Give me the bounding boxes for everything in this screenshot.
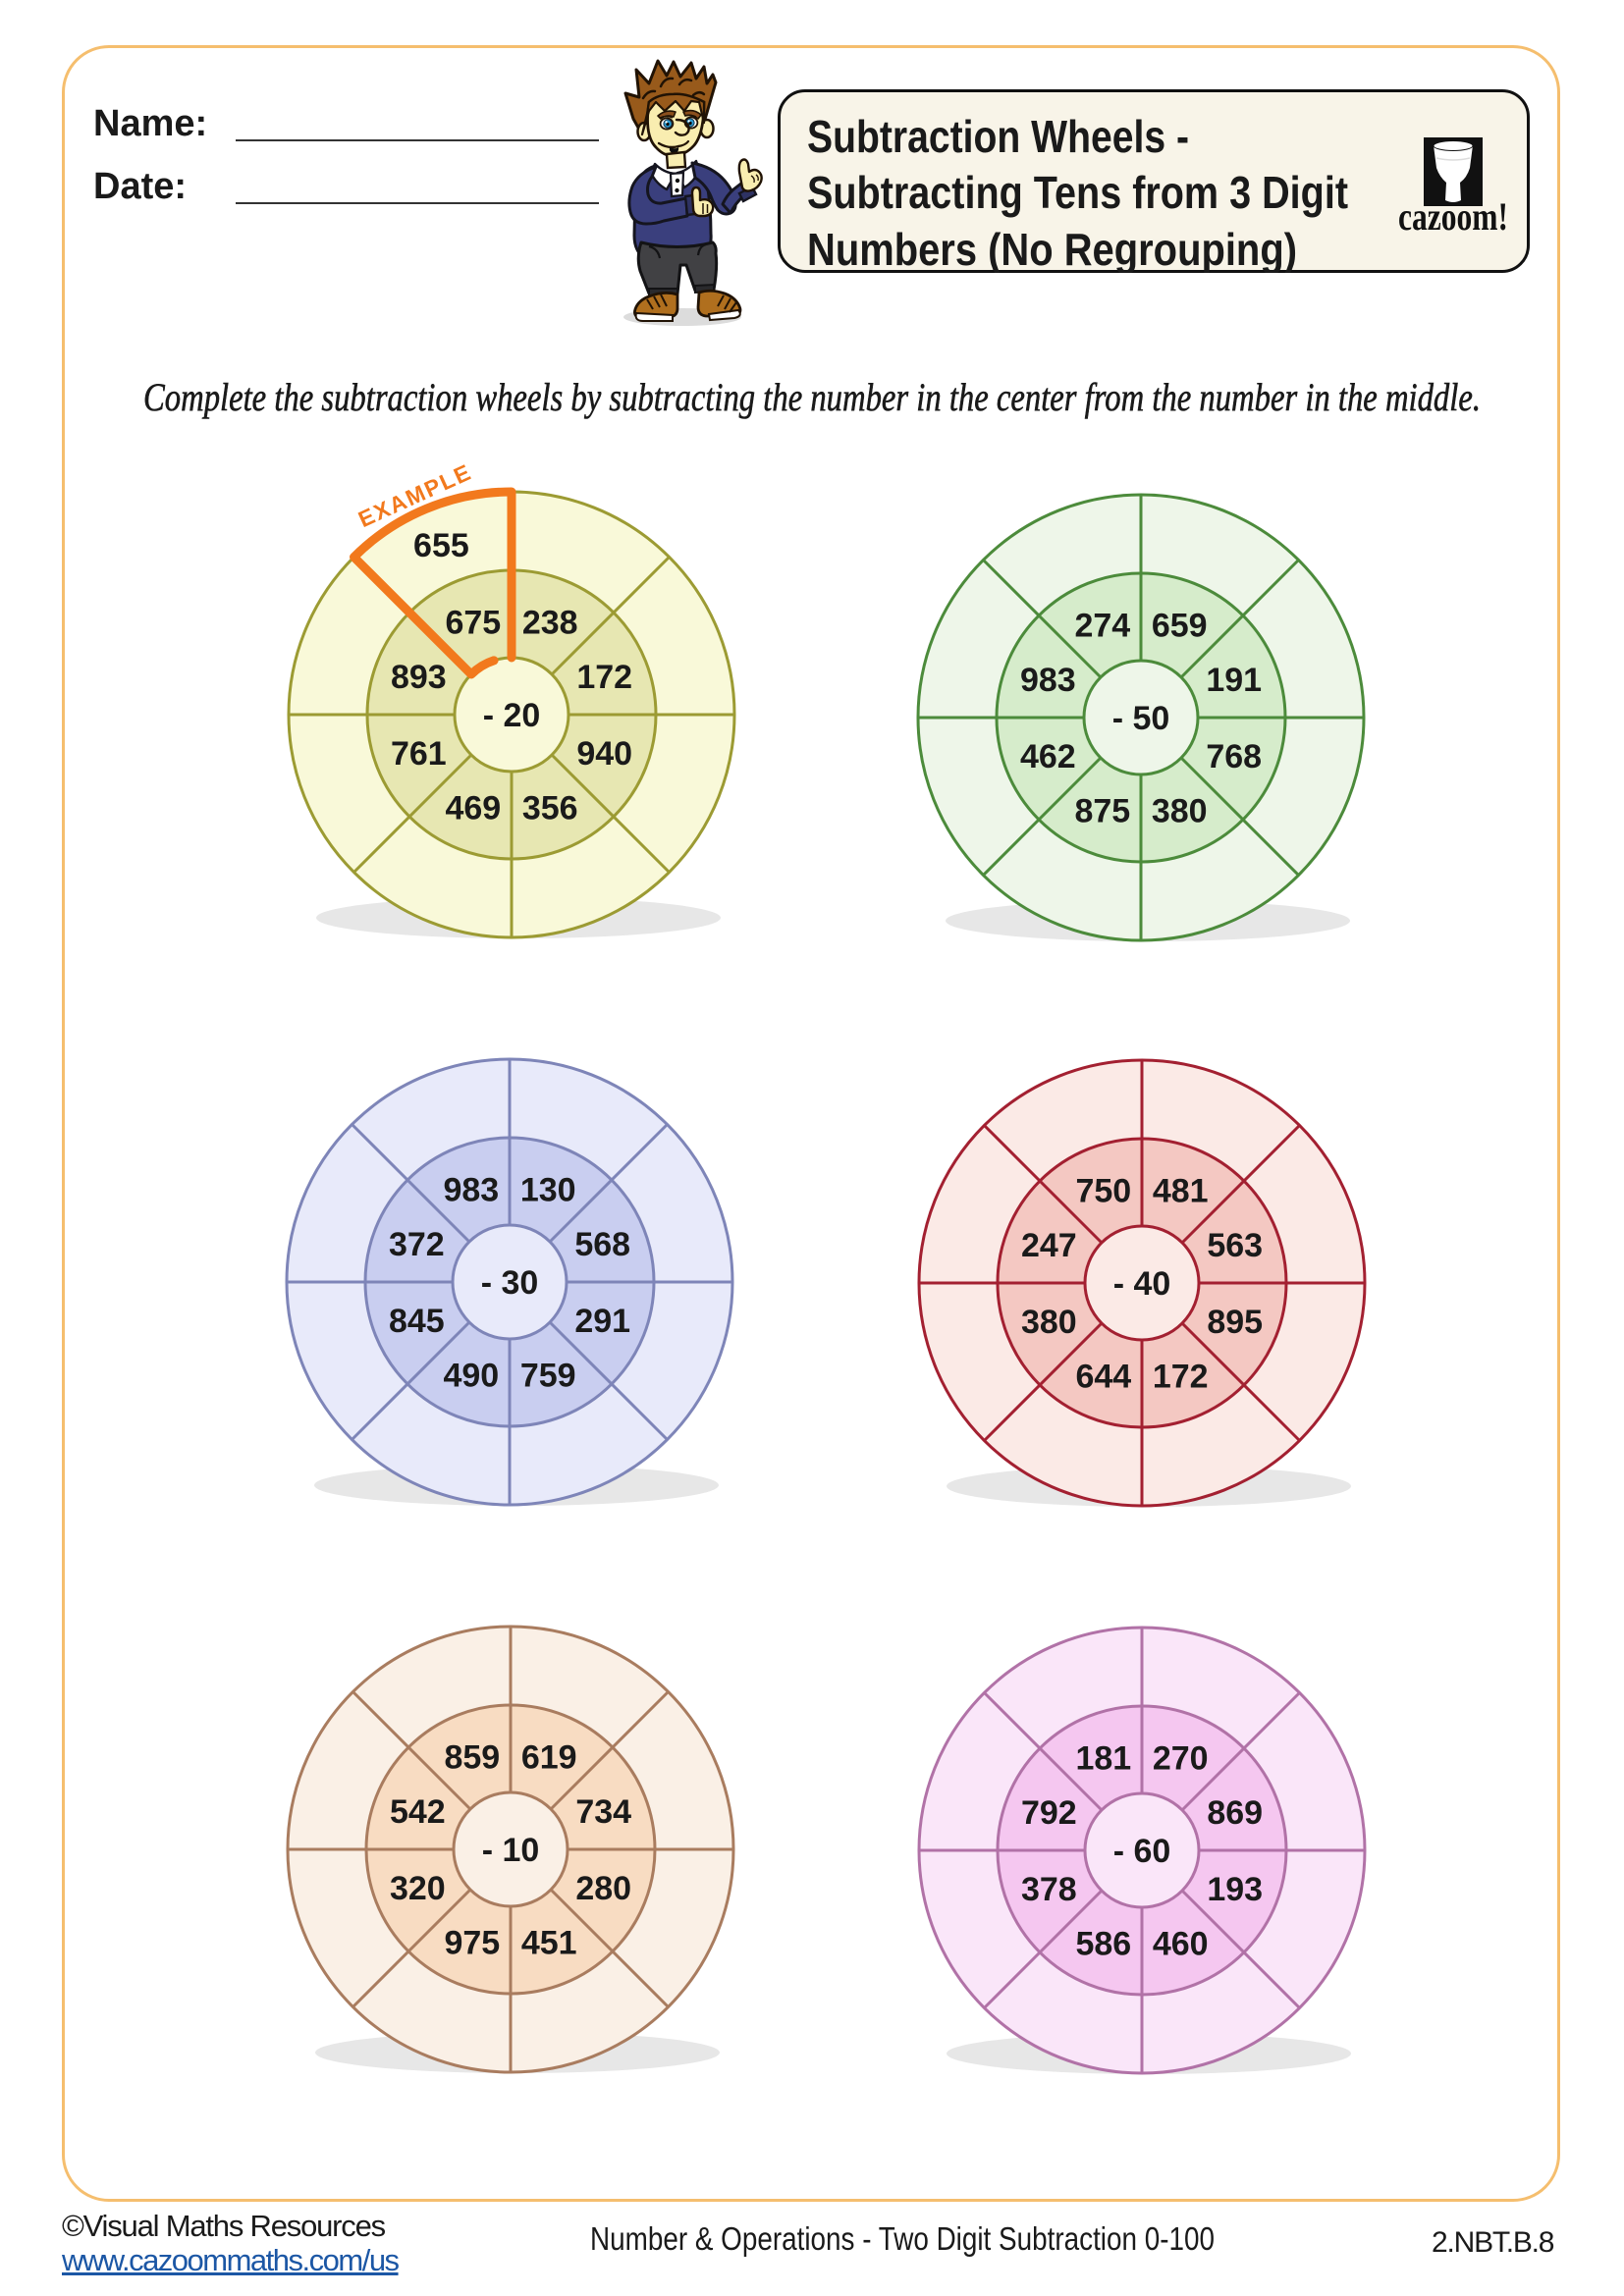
svg-text:320: 320 [390,1870,446,1907]
svg-text:792: 792 [1021,1794,1077,1832]
svg-text:Numbers (No Regrouping): Numbers (No Regrouping) [807,224,1297,273]
svg-text:130: 130 [520,1171,576,1208]
svg-text:563: 563 [1207,1227,1263,1264]
svg-text:675: 675 [445,604,501,641]
svg-text:380: 380 [1152,793,1208,830]
svg-text:975: 975 [444,1925,500,1962]
svg-text:Subtraction Wheels -: Subtraction Wheels - [807,111,1189,162]
svg-text:Complete the subtraction wheel: Complete the subtraction wheels by subtr… [143,375,1481,419]
svg-text:- 50: - 50 [1112,700,1170,737]
svg-text:- 60: - 60 [1113,1833,1171,1870]
svg-text:659: 659 [1152,607,1208,644]
svg-text:- 30: - 30 [481,1264,539,1302]
svg-text:655: 655 [413,527,469,564]
svg-text:460: 460 [1153,1926,1209,1963]
svg-text:280: 280 [575,1870,631,1907]
svg-text:462: 462 [1020,738,1076,775]
svg-text:193: 193 [1207,1871,1263,1908]
svg-text:356: 356 [522,790,578,828]
svg-text:768: 768 [1206,738,1262,775]
svg-text:983: 983 [1020,662,1076,699]
svg-text:895: 895 [1207,1304,1263,1341]
svg-text:172: 172 [576,659,632,696]
svg-text:291: 291 [574,1303,630,1340]
svg-text:247: 247 [1021,1227,1077,1264]
svg-text:734: 734 [575,1793,631,1831]
svg-text:181: 181 [1075,1739,1131,1777]
svg-text:845: 845 [389,1303,445,1340]
svg-text:274: 274 [1074,607,1130,644]
svg-text:869: 869 [1207,1794,1263,1832]
svg-text:238: 238 [522,604,578,641]
svg-text:- 40: - 40 [1113,1265,1171,1303]
svg-text:893: 893 [391,659,447,696]
svg-text:Number & Operations - Two Digi: Number & Operations - Two Digit Subtract… [590,2220,1215,2257]
svg-text:481: 481 [1153,1172,1209,1209]
svg-text:cazoom!: cazoom! [1398,194,1508,239]
svg-text:586: 586 [1075,1926,1131,1963]
svg-text:761: 761 [391,735,447,773]
svg-text:378: 378 [1021,1871,1077,1908]
svg-text:940: 940 [576,735,632,773]
svg-text:759: 759 [520,1358,576,1395]
svg-text:568: 568 [574,1226,630,1263]
svg-text:Subtracting Tens from 3 Digit: Subtracting Tens from 3 Digit [807,167,1348,218]
svg-text:619: 619 [521,1738,577,1776]
svg-text:469: 469 [445,790,501,828]
svg-text:644: 644 [1075,1359,1131,1396]
svg-text:451: 451 [521,1925,577,1962]
svg-text:191: 191 [1206,662,1262,699]
svg-text:542: 542 [390,1793,446,1831]
svg-text:875: 875 [1074,793,1130,830]
svg-text:983: 983 [443,1171,499,1208]
svg-text:750: 750 [1075,1172,1131,1209]
svg-text:372: 372 [389,1226,445,1263]
svg-text:490: 490 [443,1358,499,1395]
svg-text:270: 270 [1153,1739,1209,1777]
svg-text:380: 380 [1021,1304,1077,1341]
svg-text:859: 859 [444,1738,500,1776]
svg-text:- 20: - 20 [483,697,541,734]
svg-text:172: 172 [1153,1359,1209,1396]
svg-text:- 10: - 10 [482,1832,540,1869]
